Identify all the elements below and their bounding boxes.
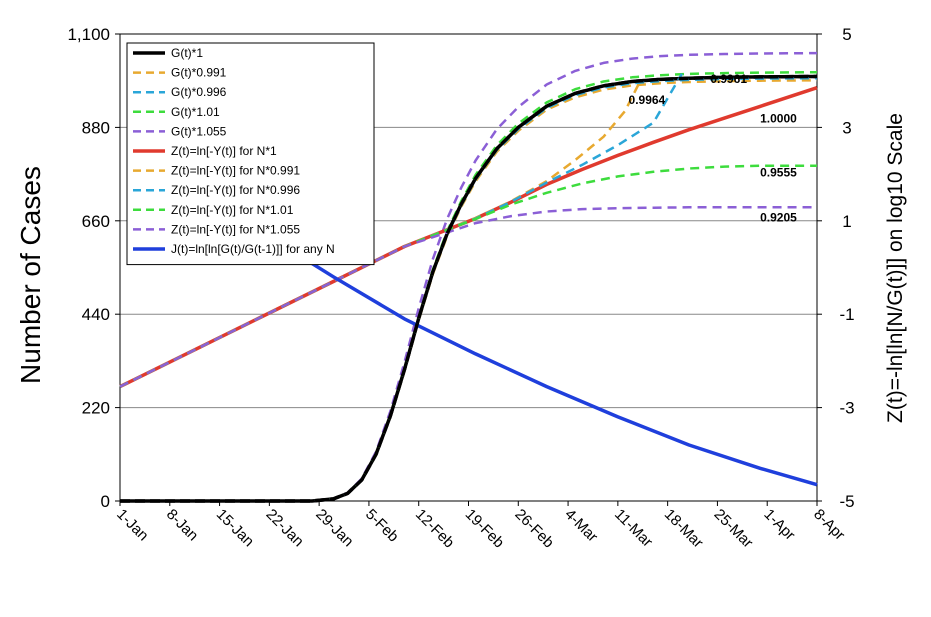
series-line: [119, 206, 817, 388]
legend-entry: Z(t)=ln[-Y(t)] for N*1.01: [171, 203, 294, 217]
series-group: [119, 51, 818, 503]
annotation-label: 0.9964: [629, 93, 666, 107]
legend-entry: Z(t)=ln[-Y(t)] for N*1: [171, 144, 277, 158]
y2-tick-label: 1: [842, 212, 851, 231]
y2-tick-label: -5: [839, 492, 854, 511]
legend-entry: Z(t)=ln[-Y(t)] for N*0.991: [171, 164, 300, 178]
y-tick-label: 660: [82, 212, 110, 231]
legend-entry: J(t)=ln[ln[G(t)/G(t-1)]] for any N: [171, 242, 335, 256]
annotation-label: 0.9205: [760, 211, 797, 225]
legend-entry: G(t)*0.991: [171, 66, 227, 80]
y-tick-label: 0: [101, 492, 110, 511]
y-tick-label: 440: [82, 305, 110, 324]
legend-box: [126, 42, 375, 266]
annotations: 0.9964 0.9961 1.0000 0.9555 0.9205: [629, 72, 798, 225]
legend-entry: Z(t)=ln[-Y(t)] for N*1.055: [171, 222, 300, 236]
y2-tick-label: 5: [842, 25, 851, 44]
series-line-overlay: [120, 74, 818, 503]
legend-entry: Z(t)=ln[-Y(t)] for N*0.996: [171, 183, 300, 197]
legend-entry: G(t)*1: [171, 46, 203, 60]
y2-tick-label: -3: [839, 399, 854, 418]
legend: G(t)*1 G(t)*0.991 G(t)*0.996 G(t)*1.01 G(t)*…: [126, 42, 375, 266]
legend-entry: G(t)*1.01: [171, 105, 220, 119]
y2-tick-label: -1: [839, 305, 854, 324]
y-axis-title-left: Number of Cases: [15, 166, 46, 384]
annotation-label: 1.0000: [760, 112, 797, 126]
annotation-label: 0.9555: [760, 165, 797, 179]
y2-tick-label: 3: [842, 118, 851, 137]
axes-group: [115, 33, 822, 506]
legend-entry: G(t)*1.055: [171, 124, 227, 138]
y-tick-label: 220: [82, 399, 110, 418]
y-tick-label: 880: [82, 118, 110, 137]
y-axis-title-right: Z(t)=-ln[ln[N/G(t)]] on log10 Scale: [884, 113, 907, 423]
series-line: [261, 231, 818, 487]
annotation-label: 0.9961: [710, 72, 747, 86]
series-line: [119, 73, 683, 388]
legend-entry: G(t)*0.996: [171, 85, 227, 99]
y-tick-label: 1,100: [67, 25, 110, 44]
